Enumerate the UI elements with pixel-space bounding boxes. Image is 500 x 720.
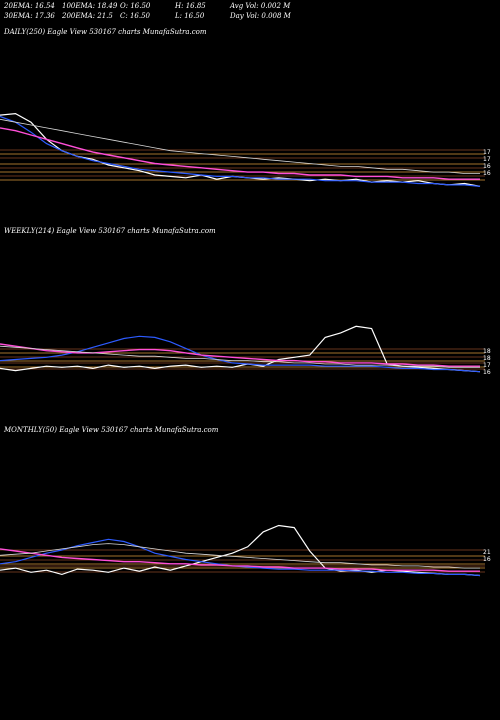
daily-panel-title: DAILY(250) Eagle View 530167 charts Muna… xyxy=(4,28,207,36)
weekly-panel-title: WEEKLY(214) Eagle View 530167 charts Mun… xyxy=(4,227,216,235)
ema20-label: 20EMA: 16.54 xyxy=(4,2,55,10)
day-vol-label: Day Vol: 0.008 M xyxy=(230,12,291,20)
ema-slow-line xyxy=(0,543,480,569)
ema-mid-line xyxy=(0,343,480,367)
price-line xyxy=(0,524,481,577)
ema30-label: 30EMA: 17.36 xyxy=(4,12,55,20)
price-tick-label: 18 xyxy=(483,348,491,355)
ema-mid-line xyxy=(0,548,480,572)
ema200-label: 200EMA: 21.5 xyxy=(62,12,113,20)
price-tick-label: 16 xyxy=(483,369,491,376)
price-tick-label: 17 xyxy=(483,149,491,156)
price-tick-label: 21 xyxy=(483,549,491,556)
open-label: O: 16.50 xyxy=(120,2,151,10)
ema100-label: 100EMA: 18.49 xyxy=(62,2,118,10)
ema-mid-line xyxy=(0,127,480,180)
price-tick-label: 16 xyxy=(483,556,491,563)
low-label: L: 16.50 xyxy=(175,12,205,20)
price-tick-label: 16 xyxy=(483,163,491,170)
ema-fast-line xyxy=(0,115,481,187)
high-label: H: 16.85 xyxy=(175,2,206,10)
monthly-panel-title: MONTHLY(50) Eagle View 530167 charts Mun… xyxy=(4,426,219,434)
ema-slow-line xyxy=(0,118,480,174)
ema-slow-line xyxy=(0,345,480,368)
avg-vol-label: Avg Vol: 0.002 M xyxy=(230,2,291,10)
price-tick-label: 17 xyxy=(483,362,491,369)
ema-fast-line xyxy=(0,335,481,373)
price-tick-label: 17 xyxy=(483,156,491,163)
price-tick-label: 16 xyxy=(483,170,491,177)
close-label: C: 16.50 xyxy=(120,12,150,20)
price-tick-label: 18 xyxy=(483,355,491,362)
